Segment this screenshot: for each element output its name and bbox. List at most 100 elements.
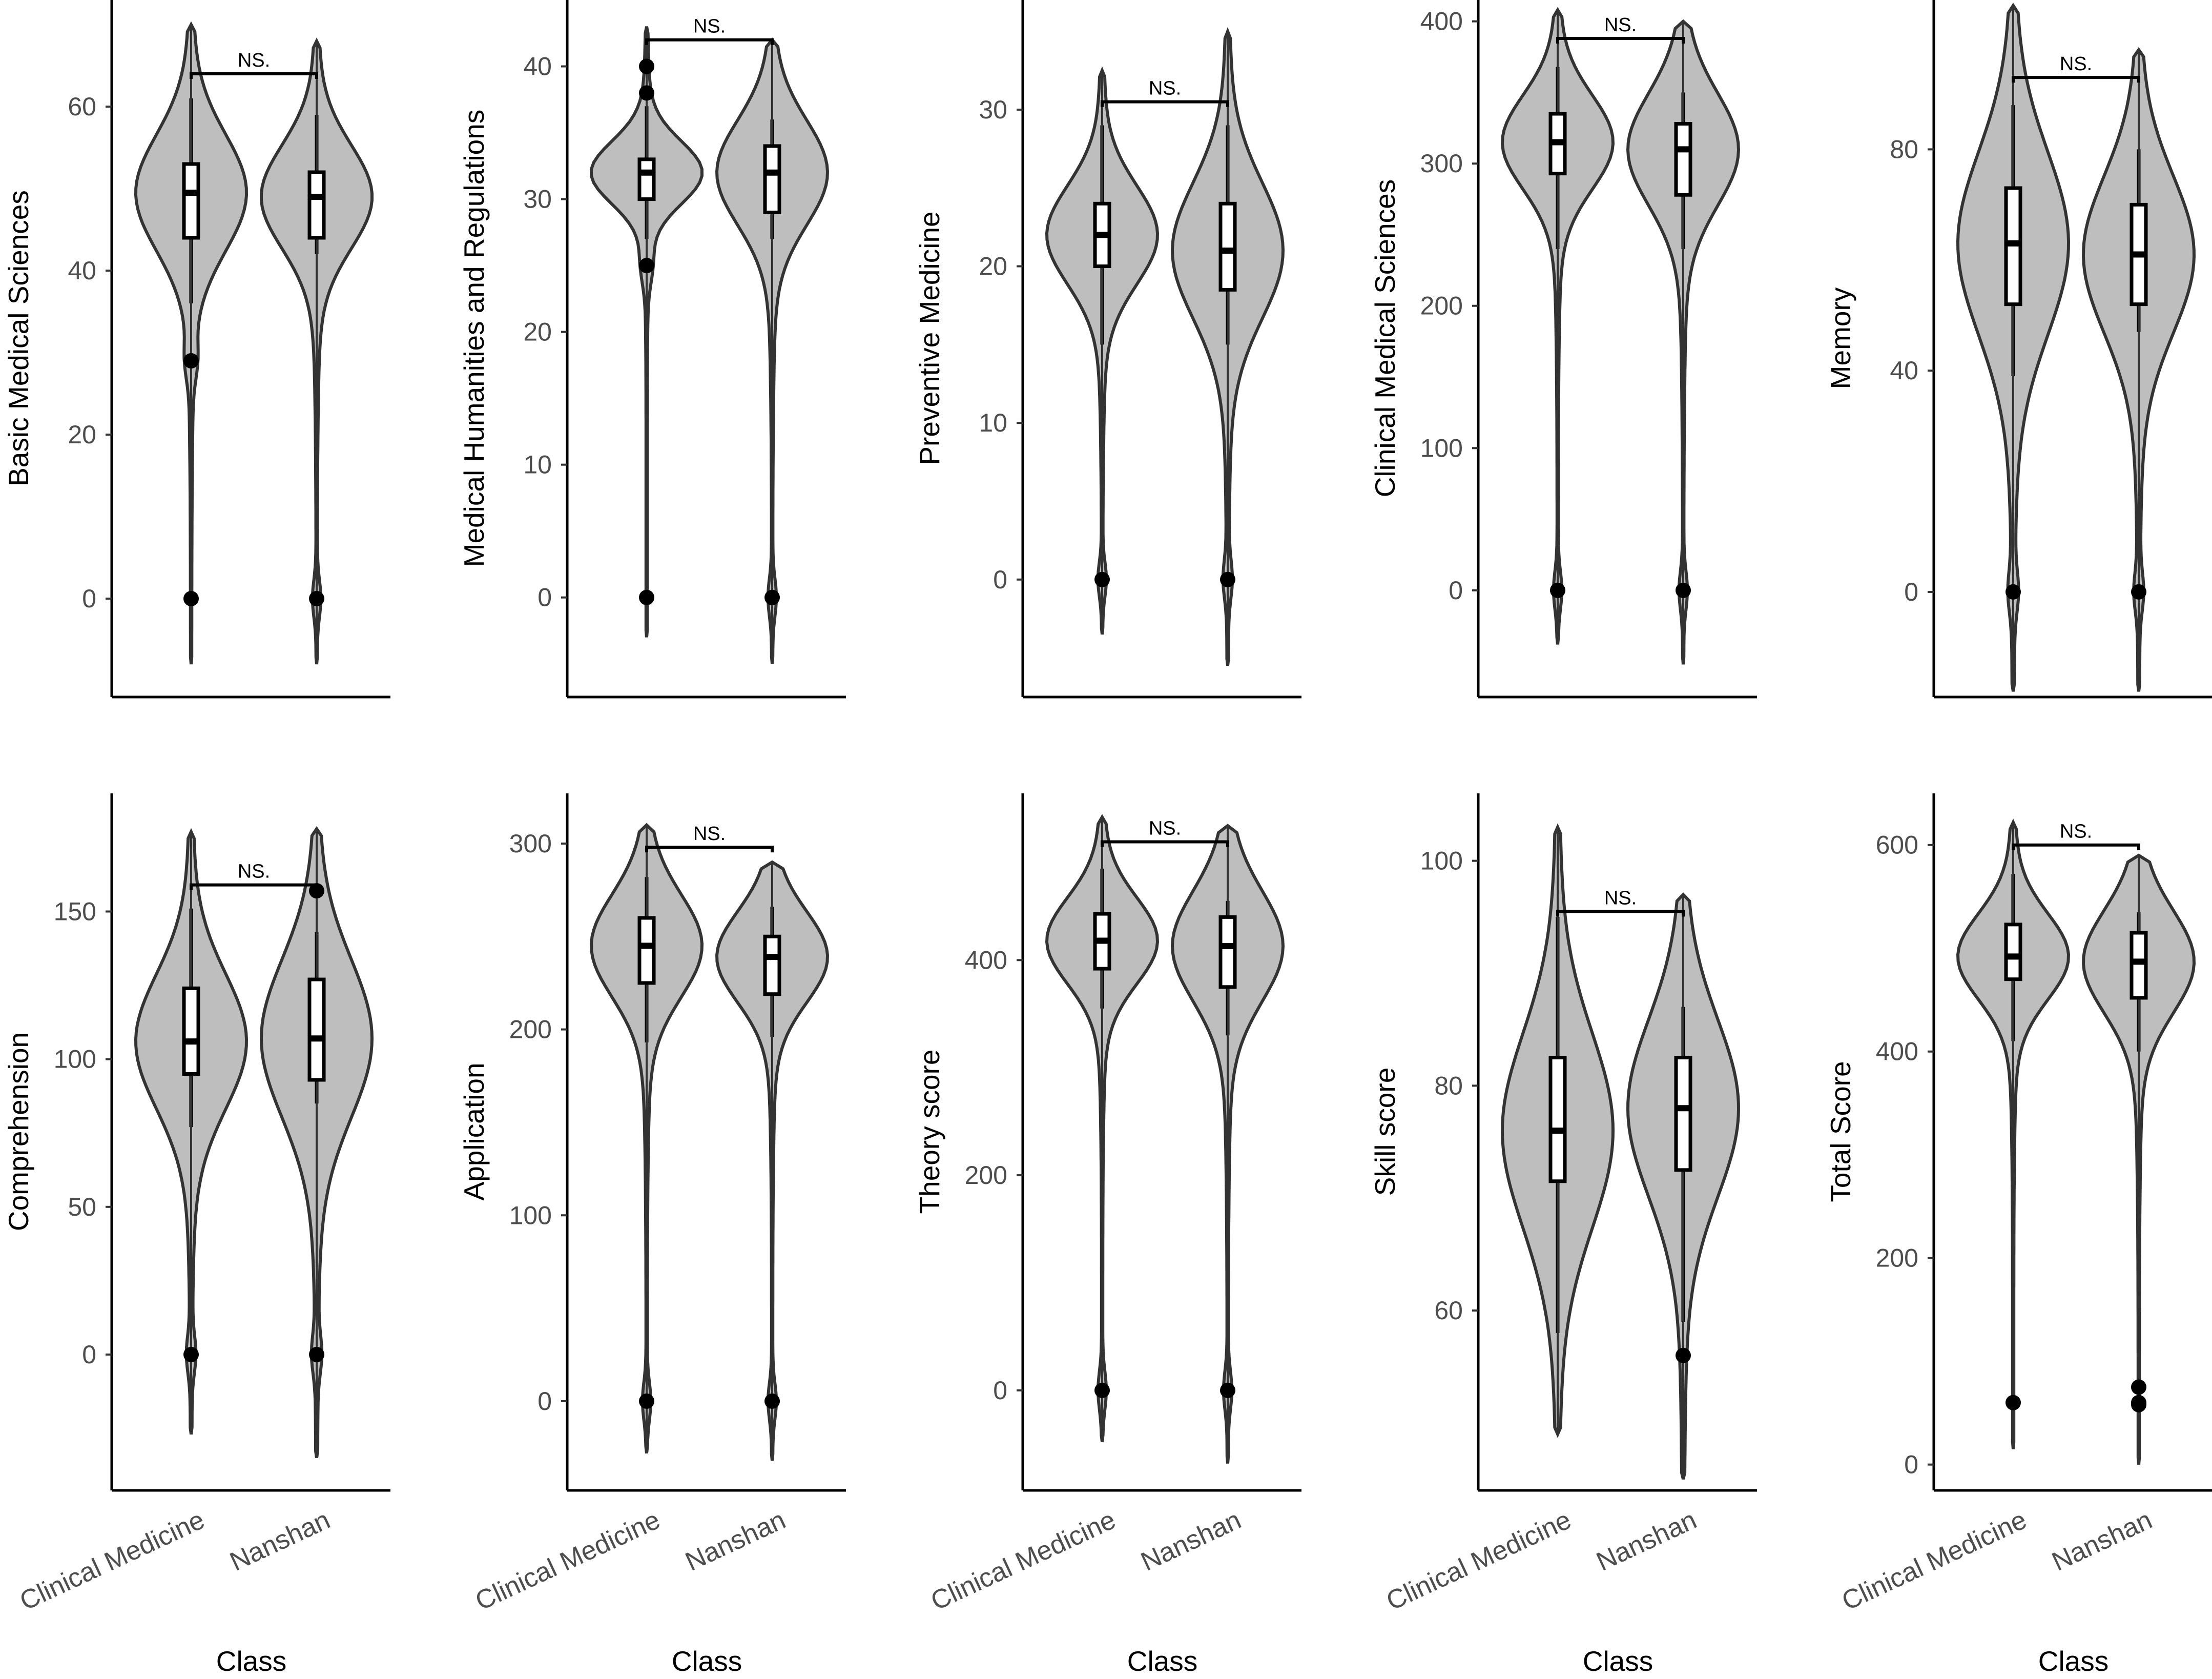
y-tick-label: 400 bbox=[1876, 1037, 1918, 1066]
y-tick-label: 0 bbox=[82, 584, 96, 613]
y-tick-label: 400 bbox=[1420, 7, 1463, 36]
violin-group-nanshan bbox=[2081, 853, 2196, 1465]
y-tick-label: 0 bbox=[1904, 1450, 1918, 1479]
y-axis-title: Theory score bbox=[914, 1050, 945, 1214]
x-axis-title: Class bbox=[672, 1645, 742, 1677]
outlier-point bbox=[183, 353, 199, 368]
x-tick-label: Clinical Medicine bbox=[15, 1505, 209, 1616]
outlier-point bbox=[639, 1393, 654, 1409]
y-tick-label: 300 bbox=[1420, 149, 1463, 178]
x-tick-label: Clinical Medicine bbox=[471, 1505, 665, 1616]
y-tick-label: 200 bbox=[509, 1015, 552, 1044]
x-axis-title: Class bbox=[216, 1645, 287, 1677]
outlier-point bbox=[2006, 584, 2021, 600]
significance-label: NS. bbox=[693, 823, 726, 845]
x-axis-title: Class bbox=[2038, 1645, 2109, 1677]
outlier-point bbox=[183, 1346, 199, 1362]
x-tick-label: Nanshan bbox=[2048, 1505, 2157, 1577]
y-tick-label: 20 bbox=[523, 318, 552, 346]
violin-group-clinical-medicine bbox=[589, 26, 704, 638]
box bbox=[182, 986, 200, 1076]
significance-bracket bbox=[1556, 910, 1685, 917]
y-tick-label: 0 bbox=[82, 1340, 96, 1369]
box bbox=[1218, 201, 1237, 292]
significance-label: NS. bbox=[2060, 53, 2092, 75]
x-tick-label: Nanshan bbox=[1136, 1505, 1246, 1577]
significance-bracket bbox=[645, 38, 774, 45]
significance-bracket bbox=[190, 72, 318, 79]
y-axis-title: Application bbox=[458, 1062, 490, 1200]
box bbox=[2130, 931, 2148, 1000]
violin-group-nanshan bbox=[715, 860, 830, 1461]
y-tick-label: 20 bbox=[979, 252, 1007, 281]
outlier-point bbox=[309, 1346, 324, 1362]
violin-panel-4: 0 100 200 300 400 Clinical Medical Sciences NS… bbox=[1369, 0, 1757, 699]
y-axis-title: Total Score bbox=[1825, 1061, 1856, 1202]
x-tick-label: Nanshan bbox=[1592, 1505, 1701, 1577]
violin-panel-5: 0 40 80 Memory NS. bbox=[1825, 0, 2212, 699]
y-tick-label: 50 bbox=[68, 1193, 96, 1221]
y-tick-label: 150 bbox=[54, 897, 96, 926]
violin-panel-3: 0 10 20 30 Preventive Medicine NS. bbox=[914, 0, 1301, 699]
x-tick-label: Nanshan bbox=[681, 1505, 790, 1577]
violin-panel-8: 0 200 400 Theory score NS. Clinical Medicine N… bbox=[914, 793, 1301, 1677]
outlier-point bbox=[183, 591, 199, 606]
outlier-point bbox=[639, 85, 654, 101]
y-axis-title: Basic Medical Sciences bbox=[3, 190, 34, 486]
violin-group-clinical-medicine bbox=[589, 823, 704, 1453]
violin-group-nanshan bbox=[715, 37, 830, 664]
significance-label: NS. bbox=[1149, 78, 1181, 99]
y-tick-label: 200 bbox=[1876, 1244, 1918, 1273]
outlier-point bbox=[1550, 582, 1565, 598]
x-tick-label: Nanshan bbox=[225, 1505, 335, 1577]
y-tick-label: 400 bbox=[965, 946, 1007, 974]
box bbox=[1674, 1055, 1692, 1172]
violin-group-nanshan bbox=[260, 37, 374, 665]
y-tick-label: 200 bbox=[1420, 292, 1463, 320]
y-tick-label: 0 bbox=[1449, 576, 1463, 605]
y-tick-label: 60 bbox=[1434, 1296, 1463, 1325]
outlier-point bbox=[764, 589, 780, 605]
significance-label: NS. bbox=[2060, 821, 2092, 843]
significance-bracket bbox=[1101, 100, 1229, 107]
x-axis-title: Class bbox=[1127, 1645, 1198, 1677]
x-axis-title: Class bbox=[1583, 1645, 1653, 1677]
y-tick-label: 10 bbox=[523, 451, 552, 479]
y-axis-title: Clinical Medical Sciences bbox=[1369, 179, 1401, 498]
y-tick-label: 200 bbox=[965, 1161, 1007, 1190]
significance-label: NS. bbox=[238, 861, 270, 883]
violin-panel-7: 0 100 200 300 Application NS. Clinical Medicin… bbox=[458, 793, 846, 1677]
significance-label: NS. bbox=[1604, 14, 1637, 36]
violin-panel-9: 60 80 100 Skill score NS. Clinical Medicine Na… bbox=[1369, 793, 1757, 1677]
box bbox=[182, 162, 200, 240]
x-tick-label: Clinical Medicine bbox=[1837, 1505, 2031, 1616]
outlier-point bbox=[764, 1393, 780, 1409]
x-tick-label: Clinical Medicine bbox=[926, 1505, 1120, 1616]
violin-group-nanshan bbox=[1626, 892, 1741, 1480]
outlier-point bbox=[2131, 1379, 2146, 1395]
y-tick-label: 100 bbox=[509, 1201, 552, 1230]
y-tick-label: 0 bbox=[538, 583, 552, 612]
violin-panel-6: 0 50 100 150 Comprehension NS. Clinical Medici… bbox=[3, 793, 390, 1677]
box bbox=[1674, 121, 1692, 197]
outlier-point bbox=[309, 883, 324, 899]
significance-label: NS. bbox=[693, 16, 726, 37]
outlier-point bbox=[639, 589, 654, 605]
violin-group-nanshan bbox=[1170, 27, 1285, 666]
outlier-point bbox=[1220, 571, 1235, 587]
violin-panel-10: 0 200 400 600 Total Score NS. Clinical Medicin… bbox=[1825, 793, 2212, 1677]
y-axis-title: Medical Humanities and Regulations bbox=[458, 110, 490, 567]
violin-group-clinical-medicine bbox=[1956, 3, 2071, 692]
y-tick-label: 80 bbox=[1890, 135, 1918, 163]
outlier-point bbox=[2006, 1395, 2021, 1410]
significance-bracket bbox=[2012, 843, 2140, 850]
y-tick-label: 0 bbox=[993, 1376, 1007, 1405]
y-tick-label: 20 bbox=[68, 420, 96, 449]
violin-group-clinical-medicine bbox=[1956, 818, 2071, 1449]
outlier-point bbox=[2131, 1397, 2146, 1412]
box bbox=[307, 977, 326, 1082]
outlier-point bbox=[2131, 584, 2146, 600]
y-axis-title: Preventive Medicine bbox=[914, 211, 945, 465]
significance-bracket bbox=[645, 846, 774, 853]
